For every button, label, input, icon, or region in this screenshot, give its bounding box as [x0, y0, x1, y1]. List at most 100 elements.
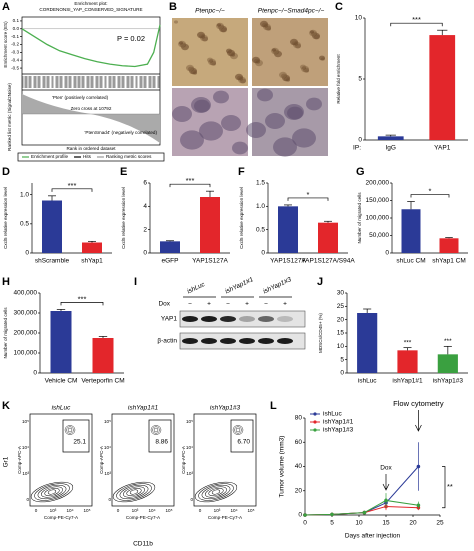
x-tick-label: ishLuc: [358, 378, 378, 385]
gate: [230, 419, 254, 453]
group-label: ishYap1#1: [224, 276, 255, 295]
y-axis-label: Cxcl5 relative expression level: [121, 187, 126, 249]
y-tick-label: 100,000: [14, 350, 38, 357]
y-tick-label: 15: [337, 330, 345, 337]
dox-label: Dox: [158, 301, 170, 308]
plot-frame: [29, 413, 93, 507]
bar: [92, 338, 114, 373]
plot-frame: [111, 413, 175, 507]
contour: [234, 426, 242, 434]
contour: [66, 426, 74, 434]
y-tick-label: 4: [143, 203, 147, 210]
contour: [37, 484, 67, 500]
band: [201, 316, 217, 322]
plot-y-axis: Comp-APC-A: [181, 445, 186, 474]
axis-tick: 10⁴: [22, 445, 29, 450]
x-tick-label: Verteporfin CM: [81, 378, 124, 385]
y-tick-label: 50,000: [369, 232, 389, 239]
negative-label: 'PtenSmad4' (negatively correlated): [85, 130, 158, 135]
y-tick-label: 10: [337, 343, 345, 350]
group-label: ishYap1#3: [262, 276, 293, 295]
axis-tick: 0: [26, 497, 29, 502]
cell: [284, 104, 304, 120]
contour: [47, 489, 57, 495]
axis-tick: 10⁵: [186, 419, 193, 424]
cell: [265, 113, 285, 129]
axis-tick: 10⁵: [104, 419, 111, 424]
y-axis-label: Number of migrated cells: [357, 192, 362, 244]
contour: [150, 425, 162, 435]
cell: [306, 97, 322, 111]
band: [182, 338, 198, 344]
y-tick-label: 1.0: [256, 203, 265, 210]
y-tick-label: 100,000: [366, 215, 390, 222]
bar: [439, 238, 459, 253]
cell: [246, 122, 266, 138]
gate-value: 8.86: [155, 439, 168, 446]
x-tick-label: 20: [409, 520, 417, 527]
axis-tick: 10⁴: [104, 445, 111, 450]
significance-bracket: [51, 188, 93, 192]
zero-cross-label: Zero cross at 10792: [71, 106, 112, 111]
contour: [34, 483, 70, 501]
y-axis-label: Gr1: [3, 456, 10, 467]
gate-value: 25.1: [73, 439, 86, 446]
band: [182, 316, 198, 322]
plot-x-axis: Comp-PE-Cy7-A: [44, 515, 79, 520]
series-line: [304, 506, 419, 516]
y-axis-label: Number of migrated cells: [3, 307, 8, 359]
axis-tick: 10³: [50, 508, 57, 513]
bar: [429, 35, 456, 140]
y-tick-label: 1.0: [20, 191, 29, 198]
contour: [126, 488, 142, 496]
significance: **: [447, 482, 453, 491]
y-tick-label: 0: [261, 250, 265, 257]
cell: [235, 73, 243, 81]
x-tick-label: YAP1S127A: [270, 258, 306, 265]
band: [239, 338, 255, 344]
cell: [207, 57, 213, 63]
contour: [64, 425, 76, 435]
annotation: Flow cytometry: [393, 399, 444, 408]
axis-tick: 10⁵: [22, 419, 29, 424]
y-tick-label: 6: [143, 180, 147, 187]
x-tick-label: IgG: [386, 145, 396, 152]
cell: [257, 88, 273, 102]
contour: [232, 425, 244, 435]
contour: [119, 484, 149, 500]
column-label: Ptenpc−/−: [195, 8, 225, 15]
contour: [201, 484, 231, 500]
band: [258, 316, 274, 322]
metric-label: Ranked list metric (Signal2Noise): [7, 83, 12, 151]
x-axis-label: Days after injection: [345, 533, 401, 540]
panel-label: H: [2, 276, 10, 288]
x-tick-label: eGFP: [162, 258, 179, 265]
y-tick-label: 0: [25, 250, 29, 257]
cell: [199, 121, 223, 141]
contour: [152, 426, 160, 434]
significance: ***: [186, 176, 195, 185]
panel-label: A: [2, 1, 10, 13]
band: [277, 338, 293, 344]
gate: [148, 419, 172, 453]
y-tick-label: 30: [337, 290, 345, 297]
y-tick-label: 2: [143, 226, 147, 233]
plot-frame: [193, 413, 257, 507]
legend-label: ishLuc: [323, 411, 343, 418]
axis-tick: 10³: [186, 471, 193, 476]
axis-tick: 10³: [22, 471, 29, 476]
dox-sign: +: [207, 301, 211, 308]
y-tick-label: 200,000: [366, 180, 390, 187]
axis-tick: 10⁴: [148, 508, 155, 513]
y-tick-label: 0.0: [13, 26, 20, 31]
contour: [153, 427, 159, 433]
series-line: [304, 466, 419, 516]
cell: [226, 48, 232, 54]
y-tick-label: 0: [340, 370, 344, 377]
x-tick-label: YAP1S127A/S94A: [301, 258, 355, 265]
bar: [357, 313, 378, 373]
cell: [252, 56, 260, 64]
contour: [198, 483, 234, 501]
bar: [82, 242, 102, 253]
panel-label: G: [356, 166, 365, 178]
